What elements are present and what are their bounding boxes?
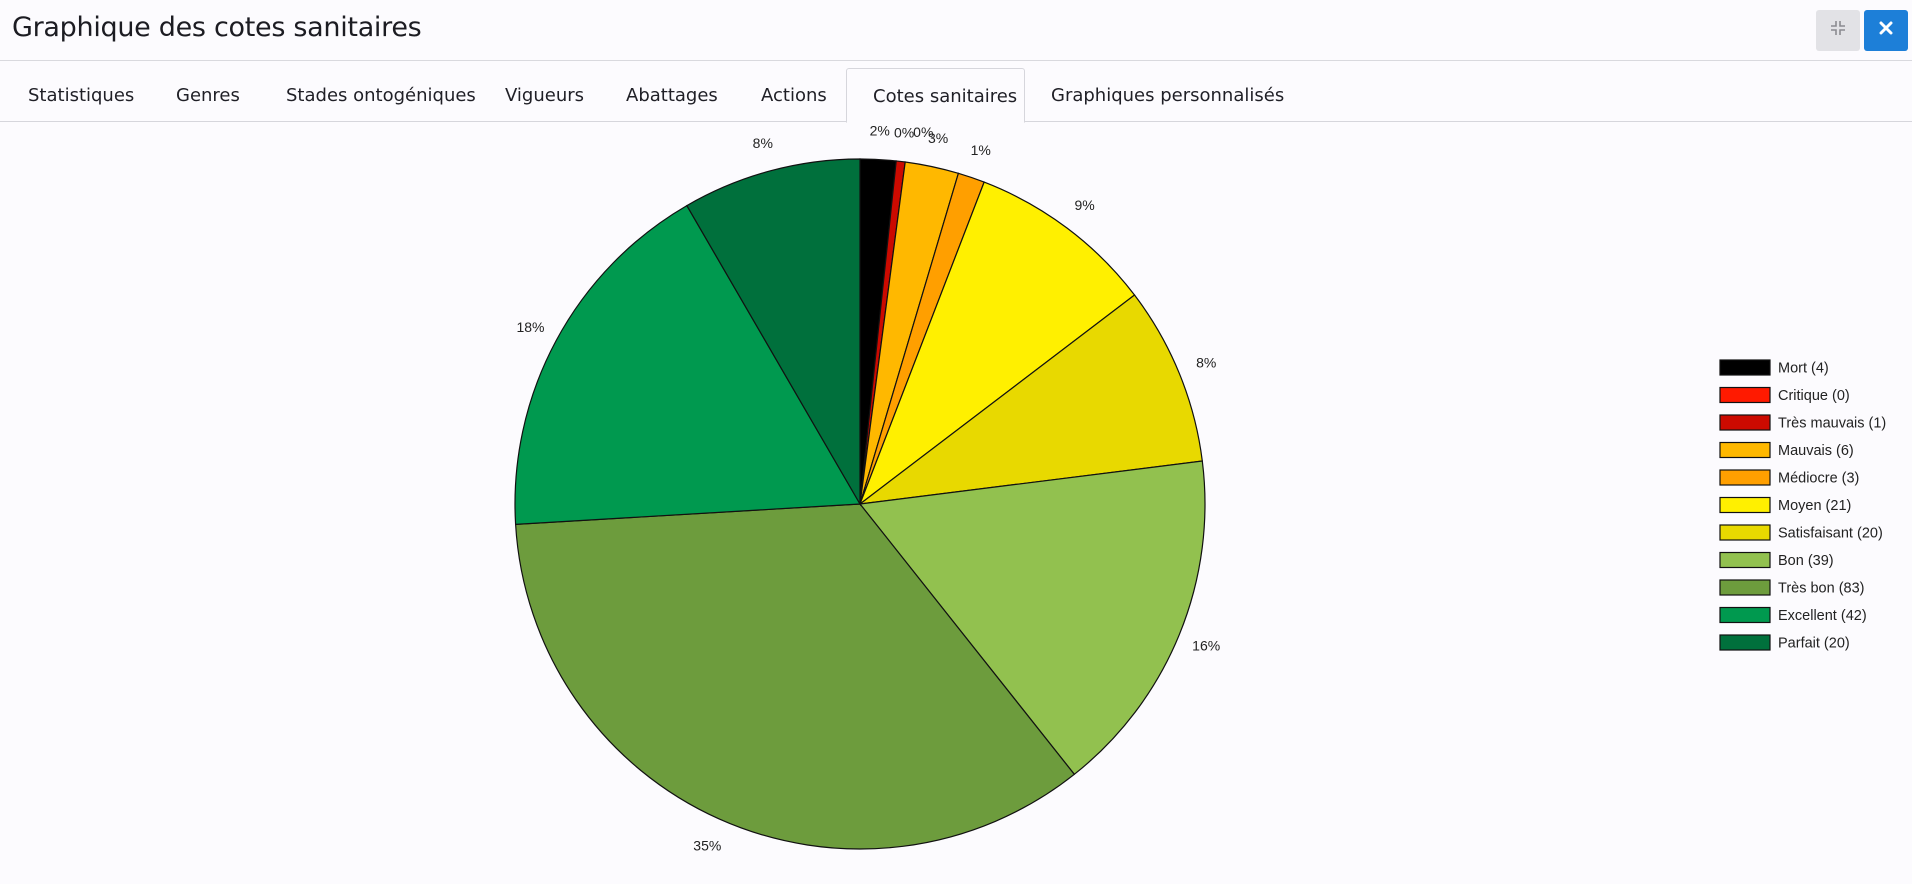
tab-cotes-sanitaires[interactable]: Cotes sanitaires <box>846 68 1025 123</box>
legend-label: Très bon (83) <box>1778 581 1865 597</box>
legend-label: Excellent (42) <box>1778 608 1867 624</box>
percent-label-bon: 16% <box>1192 637 1220 653</box>
page-title: Graphique des cotes sanitaires <box>12 12 422 43</box>
percent-label-critique: 0% <box>913 124 933 140</box>
pie-slice-bon[interactable] <box>858 460 1206 776</box>
tab-genres[interactable]: Genres <box>176 85 240 106</box>
legend-swatch <box>1719 359 1771 376</box>
tab-vigueurs[interactable]: Vigueurs <box>505 85 585 106</box>
legend-label: Bon (39) <box>1778 553 1834 569</box>
tab-graphiques-personnalises[interactable]: Graphiques personnalisés <box>1051 85 1285 106</box>
legend-swatch <box>1719 496 1771 514</box>
legend-swatch <box>1719 469 1771 486</box>
pie-percent-labels: 2% 0% 3%1%9%8%16%35%18%8%0% <box>516 123 1220 854</box>
tab-abattages[interactable]: Abattages <box>626 85 718 106</box>
legend-item-mauvais[interactable]: Mauvais (6) <box>1719 441 1854 460</box>
tab-actions[interactable]: Actions <box>761 85 827 106</box>
legend-label: Satisfaisant (20) <box>1778 526 1883 542</box>
legend-label: Critique (0) <box>1778 388 1850 404</box>
percent-label-excellent: 18% <box>516 319 544 335</box>
collapse-button[interactable] <box>1816 10 1860 51</box>
percent-label-tres-bon: 35% <box>693 837 721 853</box>
close-icon <box>1879 21 1893 40</box>
compress-icon <box>1830 20 1846 41</box>
legend-swatch <box>1719 551 1771 569</box>
legend-item-critique[interactable]: Critique (0) <box>1719 386 1850 405</box>
legend-item-moyen[interactable]: Moyen (21) <box>1719 496 1851 515</box>
chart-legend: Mort (4) Critique (0) Très mauvais (1) Mauv… <box>1719 359 1886 652</box>
legend-label: Médiocre (3) <box>1778 471 1859 487</box>
legend-swatch <box>1719 441 1771 459</box>
legend-label: Parfait (20) <box>1778 636 1850 652</box>
legend-label: Mauvais (6) <box>1778 443 1854 459</box>
percent-label-moyen: 9% <box>1074 197 1094 213</box>
legend-item-tres-mauvais[interactable]: Très mauvais (1) <box>1719 414 1886 432</box>
legend-swatch <box>1719 579 1771 596</box>
legend-swatch <box>1719 386 1771 404</box>
legend-item-mort[interactable]: Mort (4) <box>1719 359 1829 377</box>
tab-stades-ontogeniques[interactable]: Stades ontogéniques <box>286 85 476 106</box>
percent-label-mort: 2% <box>870 123 890 139</box>
pie-slices <box>514 158 1206 850</box>
pie-slice-parfait[interactable] <box>686 158 861 507</box>
legend-item-bon[interactable]: Bon (39) <box>1719 551 1834 570</box>
pie-slice-excellent[interactable] <box>514 204 862 526</box>
legend-item-tres-bon[interactable]: Très bon (83) <box>1719 579 1865 597</box>
legend-label: Moyen (21) <box>1778 498 1851 514</box>
legend-swatch <box>1719 414 1771 431</box>
tab-statistiques[interactable]: Statistiques <box>28 85 135 106</box>
legend-item-parfait[interactable]: Parfait (20) <box>1719 634 1850 652</box>
legend-item-mediocre[interactable]: Médiocre (3) <box>1719 469 1859 487</box>
percent-label-satisfaisant: 8% <box>1196 355 1216 371</box>
legend-label: Très mauvais (1) <box>1778 416 1886 432</box>
legend-swatch <box>1719 524 1771 541</box>
percent-label-tres-mauvais: 0% <box>894 125 914 141</box>
health-rating-pie-chart: 2% 0% 3%1%9%8%16%35%18%8%0% Mort (4)Critiq… <box>514 123 1886 854</box>
dialog-header: Graphique des cotes sanitaires <box>0 0 1912 61</box>
legend-swatch <box>1719 606 1771 624</box>
pie-slice-tres-bon[interactable] <box>514 503 1076 850</box>
legend-item-satisfaisant[interactable]: Satisfaisant (20) <box>1719 524 1883 542</box>
percent-label-mediocre: 1% <box>971 142 991 158</box>
pie-slice-satisfaisant[interactable] <box>857 294 1203 505</box>
legend-swatch <box>1719 634 1771 651</box>
close-button[interactable] <box>1864 10 1908 51</box>
percent-label-mauvais: 3% <box>928 130 948 146</box>
legend-item-excellent[interactable]: Excellent (42) <box>1719 606 1867 625</box>
tab-bar: Statistiques Genres Stades ontogéniques … <box>0 68 1912 123</box>
pie-slice-moyen[interactable] <box>858 181 1136 506</box>
legend-label: Mort (4) <box>1778 361 1829 377</box>
percent-label-parfait: 8% <box>753 135 773 151</box>
